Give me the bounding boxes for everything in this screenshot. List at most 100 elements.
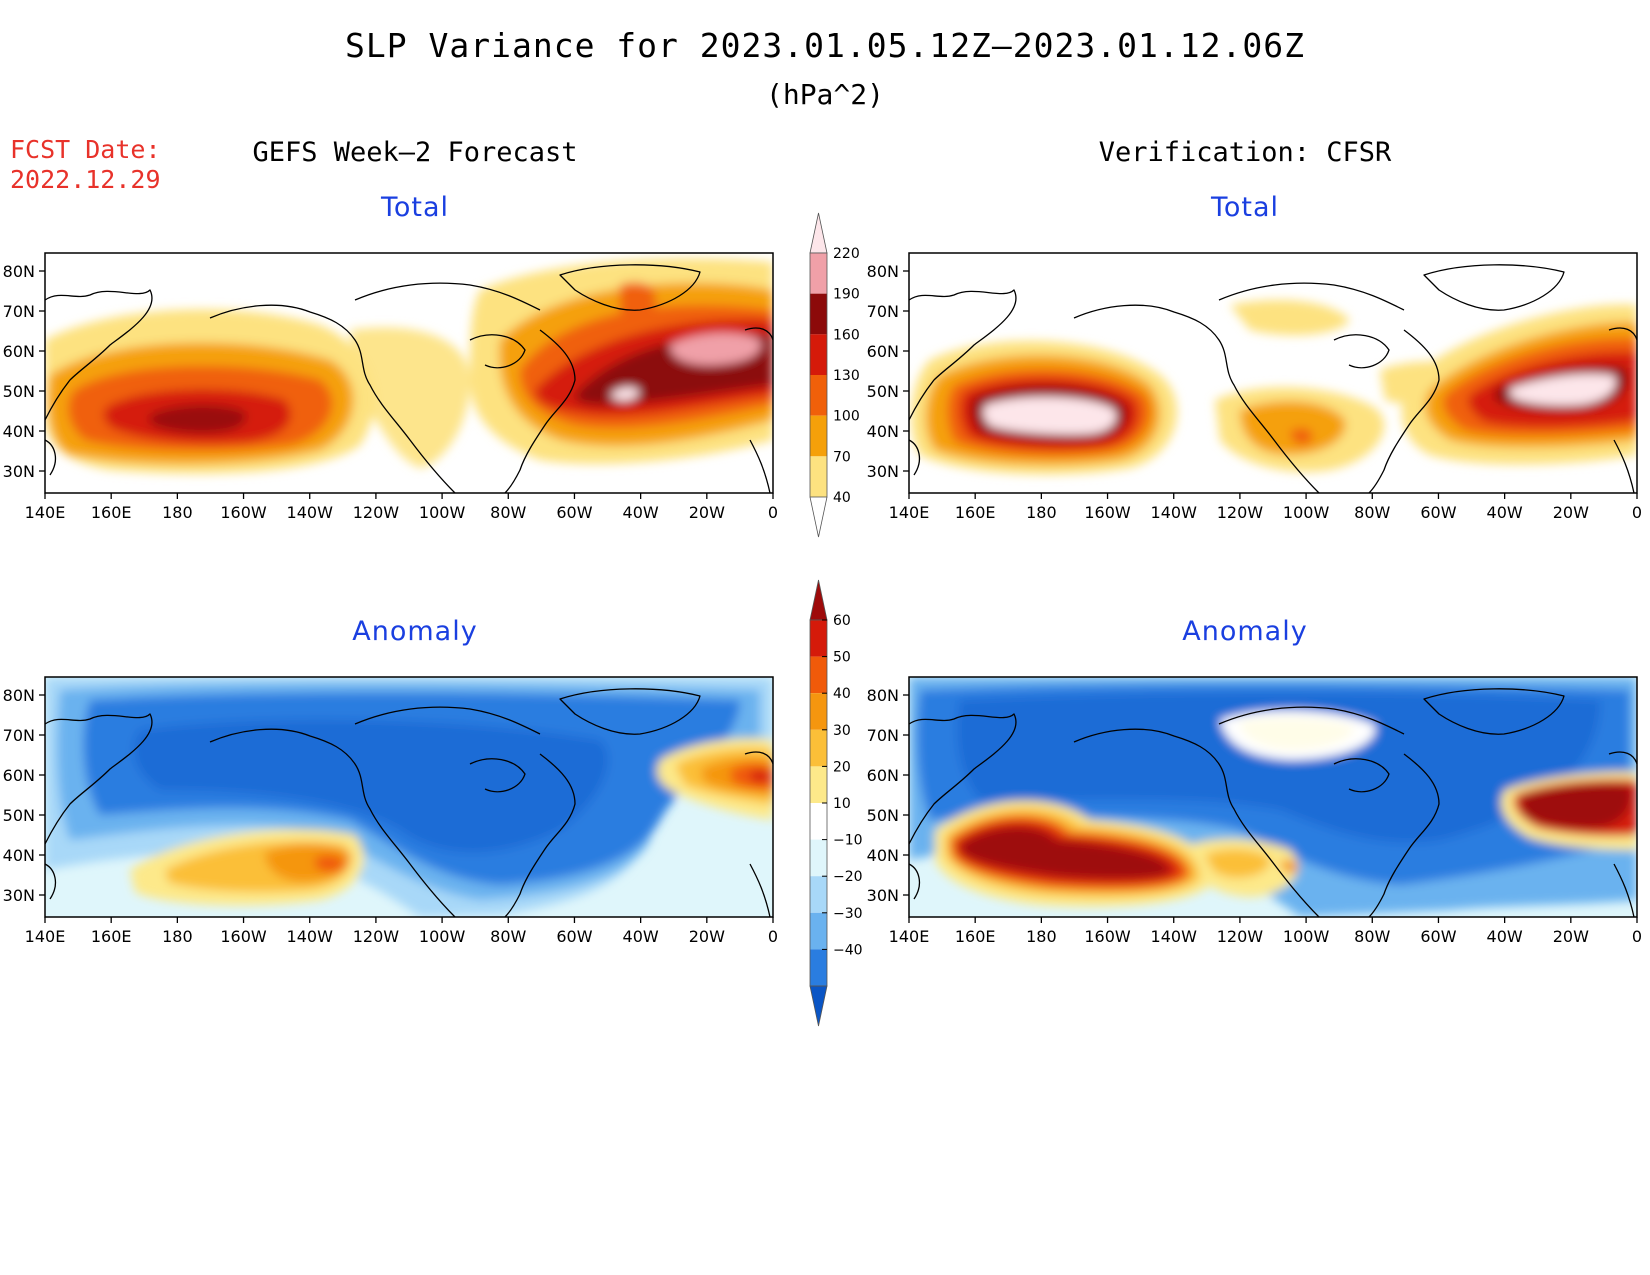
lat-label-40n: 40N (867, 846, 899, 865)
lon-label-80w: 80W (1354, 503, 1390, 522)
colorbar-anomaly: 60 50 40 30 20 10 −10 −20 −30 −40 (809, 579, 863, 1027)
colorbar-label: 190 (833, 287, 860, 303)
lon-label-140w: 140W (1151, 927, 1198, 946)
colorbar-bin (810, 293, 827, 335)
lon-label-60w: 60W (556, 927, 592, 946)
lon-label-100w: 100W (419, 503, 466, 522)
colorbar-label: −20 (833, 869, 863, 885)
lon-label-140w: 140W (287, 927, 334, 946)
colorbar-bin (810, 876, 827, 913)
lat-label-50n: 50N (3, 382, 35, 401)
lat-label-60n: 60N (3, 342, 35, 361)
lon-label-180: 180 (162, 927, 193, 946)
lat-label-30n: 30N (3, 886, 35, 905)
lon-label-160w: 160W (220, 503, 267, 522)
lat-label-70n: 70N (867, 302, 899, 321)
lon-label-20w: 20W (689, 927, 725, 946)
colorbar-label: −10 (833, 833, 863, 849)
colorbar-bin (810, 693, 827, 730)
lon-label-180: 180 (162, 503, 193, 522)
map-forecast-total (45, 253, 773, 493)
lon-label-40w: 40W (1487, 927, 1523, 946)
colorbar-bin (810, 253, 827, 294)
lat-label-30n: 30N (867, 462, 899, 481)
lat-label-30n: 30N (3, 462, 35, 481)
lon-label-40w: 40W (623, 927, 659, 946)
panel-title-forecast-total: Total (380, 192, 450, 223)
lat-label-60n: 60N (867, 342, 899, 361)
lon-label-140w: 140W (1151, 503, 1198, 522)
lon-label-0: 0 (768, 503, 778, 522)
colorbar-top-arrow (809, 579, 828, 621)
frame-forecast-anomaly (44, 676, 774, 918)
lat-label-30n: 30N (867, 886, 899, 905)
colorbar-bin (810, 803, 827, 840)
lat-label-70n: 70N (3, 302, 35, 321)
lat-label-50n: 50N (867, 382, 899, 401)
lon-label-80w: 80W (490, 927, 526, 946)
map-verification-total (909, 253, 1637, 493)
lat-label-70n: 70N (867, 726, 899, 745)
lon-label-0: 0 (1632, 503, 1642, 522)
panel-title-forecast-anomaly: Anomaly (352, 616, 478, 647)
colorbar-bin (810, 949, 827, 986)
lon-label-160w: 160W (1084, 927, 1131, 946)
colorbar-bottom-arrow (809, 985, 828, 1027)
lon-label-120w: 120W (1217, 503, 1264, 522)
lon-label-140e: 140E (889, 927, 930, 946)
figure-units: (hPa^2) (765, 78, 884, 111)
lon-label-80w: 80W (1354, 927, 1390, 946)
lon-label-160e: 160E (955, 503, 996, 522)
colorbar-label: 60 (833, 613, 851, 629)
panel-title-verification-total: Total (1210, 192, 1280, 223)
colorbar-label: 70 (833, 449, 851, 465)
lat-label-50n: 50N (3, 806, 35, 825)
lon-label-60w: 60W (1420, 503, 1456, 522)
coastlines-forecast-anomaly (44, 688, 774, 918)
lat-label-60n: 60N (867, 766, 899, 785)
colorbar-label: 40 (833, 490, 851, 506)
frame-verification-total (908, 252, 1638, 494)
colorbar-total: 220 190 160 130 100 70 40 (809, 212, 860, 538)
colorbar-bin (810, 334, 827, 375)
lon-label-0: 0 (1632, 927, 1642, 946)
colorbar-bin (810, 839, 827, 877)
frame-forecast-total (44, 252, 774, 494)
lon-label-120w: 120W (1217, 927, 1264, 946)
coastlines (44, 264, 1638, 918)
lon-label-80w: 80W (490, 503, 526, 522)
map-forecast-anomaly (45, 677, 773, 917)
lat-label-40n: 40N (3, 846, 35, 865)
lon-label-160e: 160E (91, 927, 132, 946)
colorbar-bin (810, 766, 827, 803)
colorbar-label: −30 (833, 906, 863, 922)
lon-label-0: 0 (768, 927, 778, 946)
colorbar-label: 30 (833, 723, 851, 739)
colorbar-label: 100 (833, 409, 860, 425)
colorbar-label: 220 (833, 246, 860, 262)
lon-label-140e: 140E (889, 503, 930, 522)
left-column-title: GEFS Week—2 Forecast (252, 137, 578, 168)
coastlines-verification-total (908, 264, 1638, 494)
lat-label-40n: 40N (3, 422, 35, 441)
lon-label-160e: 160E (91, 503, 132, 522)
colorbar-bin (810, 375, 827, 416)
colorbar-label: −40 (833, 942, 863, 958)
lat-label-80n: 80N (3, 686, 35, 705)
lat-label-60n: 60N (3, 766, 35, 785)
colorbar-label: 160 (833, 327, 860, 343)
lat-label-80n: 80N (867, 262, 899, 281)
colorbar-bottom-arrow (809, 496, 828, 538)
lon-label-180: 180 (1026, 927, 1057, 946)
map-axes: 80N 70N 60N 50N 40N 30N 140E 160E 180 160W 140W 120… (3, 262, 1642, 946)
lon-label-120w: 120W (353, 503, 400, 522)
lon-label-140w: 140W (287, 503, 334, 522)
coastlines-verification-anomaly (908, 688, 1638, 918)
lat-label-50n: 50N (867, 806, 899, 825)
lon-label-20w: 20W (689, 503, 725, 522)
lon-label-100w: 100W (1283, 503, 1330, 522)
lon-label-20w: 20W (1553, 927, 1589, 946)
figure-title: SLP Variance for 2023.01.05.12Z—2023.01.… (345, 26, 1305, 65)
colorbar-bin (810, 456, 827, 497)
lon-label-160e: 160E (955, 927, 996, 946)
